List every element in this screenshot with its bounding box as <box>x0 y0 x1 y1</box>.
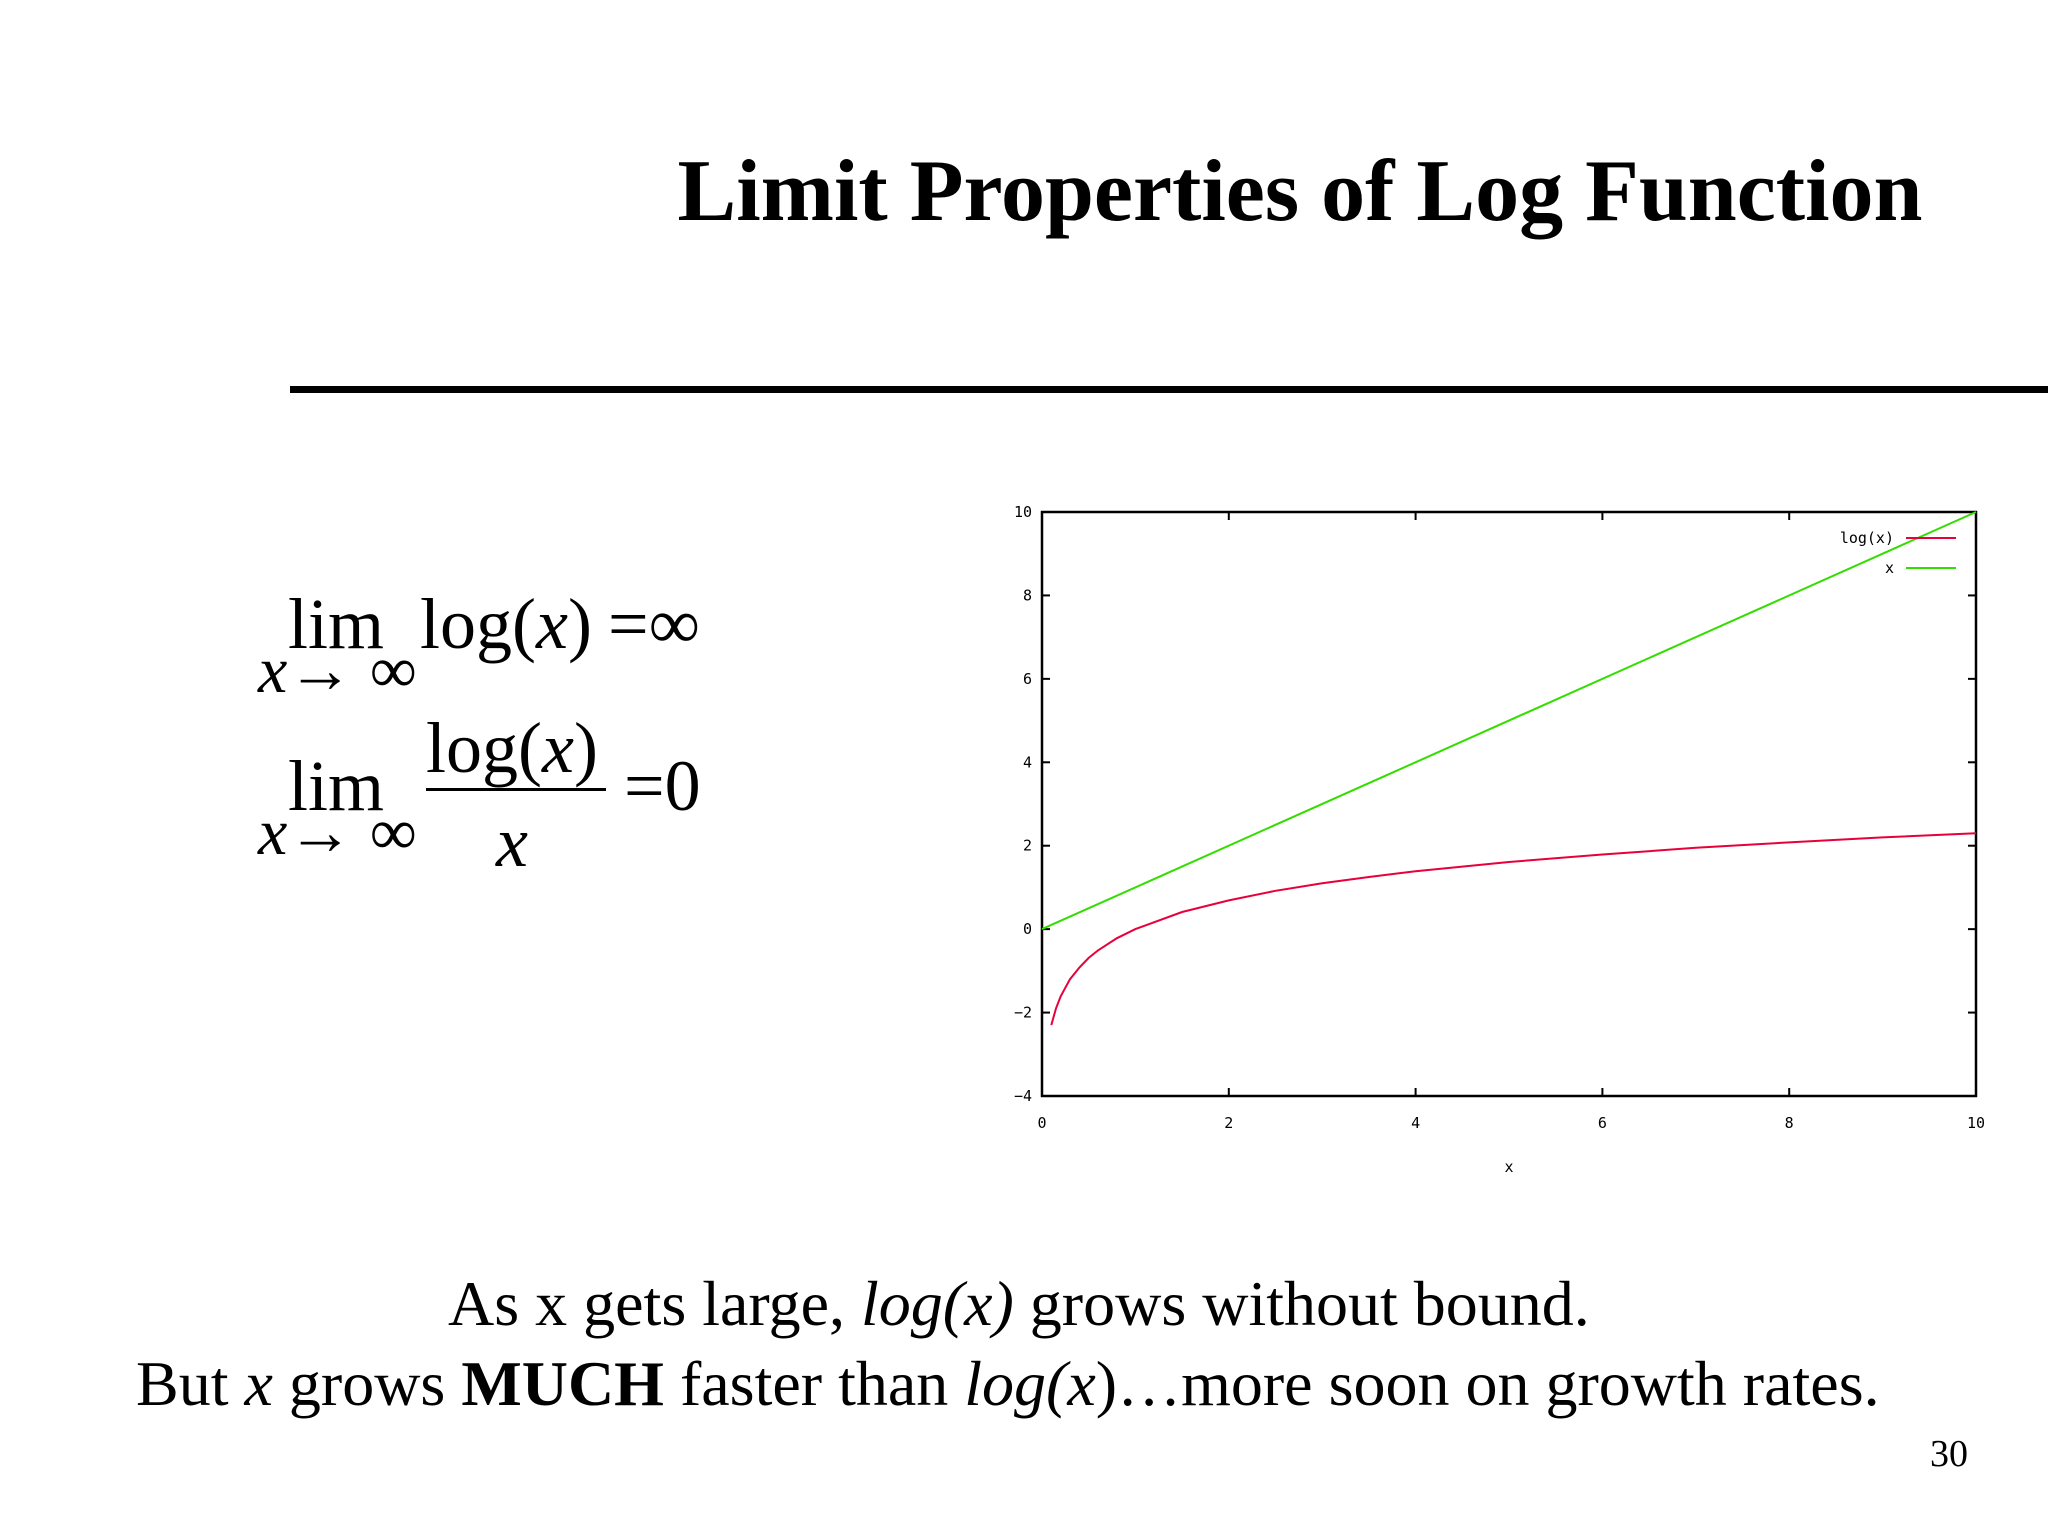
fraction-denominator: x <box>496 806 528 878</box>
fraction-numerator: log(x) <box>426 712 598 784</box>
denominator-var: x <box>496 802 528 882</box>
axes: 0 2 4 6 8 10 −4 −2 0 2 4 6 8 10 x <box>1014 503 1985 1176</box>
slide-title: Limit Properties of Log Function <box>677 143 1923 240</box>
fraction-bar <box>426 788 606 791</box>
log-vs-x-chart: 0 2 4 6 8 10 −4 −2 0 2 4 6 8 10 x log(x) x <box>1014 503 1985 1176</box>
legend-label: x <box>1885 559 1894 577</box>
x-tick-label: 4 <box>1411 1114 1420 1132</box>
equals-infinity: =∞ <box>608 584 700 664</box>
y-tick-label: −4 <box>1014 1087 1032 1105</box>
series <box>1041 511 1977 1026</box>
caption-italic: x <box>1067 1348 1096 1419</box>
series-line-x <box>1041 511 1977 931</box>
legend-label: log(x) <box>1840 529 1894 547</box>
y-tick-label: 0 <box>1023 920 1032 938</box>
log-close: ) <box>573 708 598 788</box>
lim-subscript-arrow: → ∞ <box>287 634 417 707</box>
log-expression: log(x) <box>420 588 592 660</box>
lim-label: lim <box>288 584 385 664</box>
page-number: 30 <box>1930 1433 1968 1475</box>
lim-subscript: x→ ∞ <box>258 800 417 866</box>
log-func: log( <box>420 584 536 664</box>
y-tick-label: 2 <box>1023 837 1032 855</box>
y-tick-label: 6 <box>1023 670 1032 688</box>
caption-line-2: But x grows MUCH faster than log(x)…more… <box>136 1352 1880 1416</box>
series-line-logx <box>1050 832 1977 1026</box>
log-arg: x <box>535 584 568 664</box>
plot-frame <box>1040 510 1978 1098</box>
log-close: ) <box>567 584 592 664</box>
caption-text: grows without bound. <box>1013 1268 1590 1339</box>
caption-italic: log(x) <box>860 1268 1014 1339</box>
caption-text: But <box>136 1348 245 1419</box>
lim-subscript-arrow: → ∞ <box>287 796 417 869</box>
y-tick-label: 4 <box>1023 753 1032 771</box>
y-tick-label: 8 <box>1023 586 1032 604</box>
x-tick-label: 0 <box>1037 1114 1046 1132</box>
caption-text: faster than <box>663 1348 965 1419</box>
caption-italic: x <box>244 1348 273 1419</box>
lim-subscript-var: x <box>258 634 288 707</box>
x-tick-label: 10 <box>1967 1114 1985 1132</box>
caption-text: grows <box>272 1348 462 1419</box>
x-axis-label: x <box>1504 1158 1513 1176</box>
y-tick-label: 10 <box>1014 503 1032 521</box>
caption-text: )…more soon on growth rates. <box>1095 1348 1880 1419</box>
caption-bold: MUCH <box>461 1348 664 1419</box>
caption-text: As x gets large, <box>448 1268 861 1339</box>
caption-line-1: As x gets large, log(x) grows without bo… <box>448 1272 1590 1336</box>
x-tick-label: 6 <box>1598 1114 1607 1132</box>
lim-subscript-var: x <box>258 796 288 869</box>
lim-subscript: x→ ∞ <box>258 638 417 704</box>
y-tick-label: −2 <box>1014 1004 1032 1022</box>
log-func: log( <box>426 708 542 788</box>
log-arg: x <box>541 708 574 788</box>
x-tick-label: 2 <box>1224 1114 1233 1132</box>
lim-label: lim <box>288 746 385 826</box>
legend: log(x) x <box>1840 529 1956 577</box>
equals-zero: =0 <box>624 746 701 826</box>
caption-italic: log( <box>964 1348 1068 1419</box>
x-tick-label: 8 <box>1785 1114 1794 1132</box>
title-divider <box>290 386 2048 393</box>
